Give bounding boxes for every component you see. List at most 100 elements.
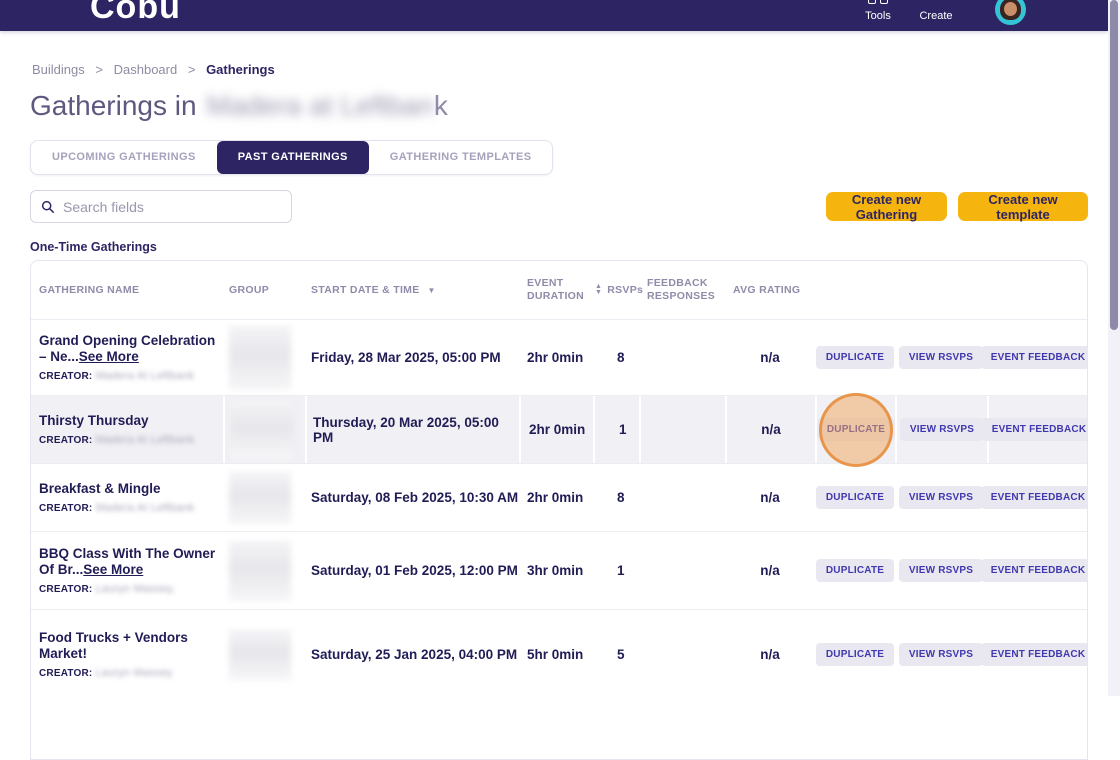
- creator-name-blurred: Lauryn Massey: [95, 667, 173, 679]
- start-date-cell: Saturday, 01 Feb 2025, 12:00 PM: [311, 563, 518, 578]
- table-row: Grand Opening Celebration – Ne...See Mor…: [31, 319, 1087, 395]
- action-cell: VIEW RSVPS: [895, 610, 987, 699]
- avg-rating-cell: n/a: [725, 396, 815, 463]
- creator-line: CREATOR: Lauryn Massey,: [39, 583, 176, 595]
- col-header-feedback-responses: FEEDBACK RESPONSES: [647, 277, 716, 302]
- gathering-name-cell: Breakfast & Mingle CREATOR: Madera At Lef…: [31, 464, 223, 531]
- action-cell: VIEW RSVPS: [895, 464, 987, 531]
- gathering-name: Breakfast & Mingle: [39, 481, 161, 496]
- avg-rating-cell: n/a: [760, 563, 780, 578]
- rsvps-cell: 1: [593, 396, 639, 463]
- view-rsvps-button[interactable]: VIEW RSVPS: [898, 559, 984, 582]
- group-cell: [223, 396, 305, 463]
- rsvps-cell: 1: [617, 563, 625, 578]
- action-cell: VIEW RSVPS: [895, 320, 987, 395]
- group-cell: [223, 610, 305, 699]
- sort-descending-icon[interactable]: ▼: [427, 285, 436, 295]
- tab-gathering-templates[interactable]: GATHERING TEMPLATES: [389, 151, 532, 163]
- col-header-avg-rating: AVG RATING: [733, 283, 801, 296]
- avg-rating-cell: n/a: [760, 490, 780, 505]
- search-field[interactable]: [30, 190, 292, 223]
- duplicate-button[interactable]: DUPLICATE: [815, 346, 895, 369]
- table-header-row: GATHERING NAME GROUP START DATE & TIME ▼ …: [31, 261, 1087, 319]
- start-date-cell: Saturday, 08 Feb 2025, 10:30 AM: [311, 490, 519, 505]
- feedback-responses-cell: [639, 532, 725, 609]
- breadcrumb-dashboard[interactable]: Dashboard: [113, 62, 178, 77]
- table-body: Grand Opening Celebration – Ne...See Mor…: [31, 319, 1087, 699]
- nav-create-label: Create: [919, 10, 953, 22]
- event-duration-cell: 2hr 0min: [527, 490, 584, 505]
- gathering-name-cell: Thirsty Thursday CREATOR: Madera At Leftb…: [31, 396, 223, 463]
- event-feedback-button[interactable]: EVENT FEEDBACK: [980, 559, 1087, 582]
- col-header-start-date[interactable]: START DATE & TIME ▼: [311, 283, 436, 296]
- view-rsvps-button[interactable]: VIEW RSVPS: [898, 643, 984, 666]
- creator-name-blurred: Madera At Leftbank: [95, 434, 195, 446]
- breadcrumb-buildings[interactable]: Buildings: [32, 62, 85, 77]
- col-header-rsvps[interactable]: ▲ ▼ RSVPs: [595, 283, 644, 296]
- tab-upcoming-gatherings[interactable]: UPCOMING GATHERINGS: [52, 151, 196, 163]
- event-feedback-button[interactable]: EVENT FEEDBACK: [980, 486, 1087, 509]
- nav-tools[interactable]: Tools: [848, 0, 908, 22]
- breadcrumb-gatherings: Gatherings: [206, 62, 275, 77]
- action-cell: DUPLICATE: [815, 320, 895, 395]
- search-icon: [41, 200, 54, 213]
- creator-name-blurred: Lauryn Massey,: [95, 583, 176, 595]
- user-avatar[interactable]: [995, 0, 1026, 25]
- create-new-template-button[interactable]: Create new template: [958, 192, 1088, 222]
- search-input[interactable]: [63, 198, 281, 215]
- action-cell: DUPLICATE: [815, 464, 895, 531]
- view-rsvps-button[interactable]: VIEW RSVPS: [898, 486, 984, 509]
- col-header-group: GROUP: [229, 283, 270, 296]
- gatherings-table: GATHERING NAME GROUP START DATE & TIME ▼ …: [30, 260, 1088, 760]
- view-rsvps-button[interactable]: VIEW RSVPS: [899, 418, 985, 441]
- rsvps-cell: 8: [617, 350, 625, 365]
- gathering-name-cell: BBQ Class With The Owner Of Br...See Mor…: [31, 532, 223, 609]
- action-cell: EVENT FEEDBACK: [980, 320, 1087, 395]
- gatherings-tabs: UPCOMING GATHERINGS PAST GATHERINGS GATH…: [30, 140, 554, 175]
- creator-name-blurred: Madera At Leftbank: [95, 370, 195, 382]
- creator-line: CREATOR: Lauryn Massey: [39, 667, 173, 679]
- gathering-name: Thirsty Thursday: [39, 413, 149, 428]
- tools-grid-icon: [868, 0, 888, 4]
- action-cell: DUPLICATE: [815, 532, 895, 609]
- see-more-link[interactable]: See More: [83, 562, 144, 577]
- breadcrumb-separator: >: [187, 62, 196, 77]
- page-title: Gatherings in Madera at Leftbank: [30, 90, 448, 122]
- event-feedback-button[interactable]: EVENT FEEDBACK: [980, 346, 1087, 369]
- group-cell: [223, 532, 305, 609]
- feedback-responses-cell: [639, 396, 725, 463]
- sort-both-icon[interactable]: ▲ ▼: [595, 283, 603, 296]
- creator-line: CREATOR: Madera At Leftbank: [39, 434, 195, 446]
- see-more-link[interactable]: See More: [78, 349, 139, 364]
- group-cell: [223, 320, 305, 395]
- cobu-logo[interactable]: Cobu: [90, 0, 181, 26]
- rsvps-cell: 5: [617, 647, 625, 662]
- create-new-gathering-button[interactable]: Create new Gathering: [826, 192, 947, 222]
- tab-past-gatherings[interactable]: PAST GATHERINGS: [216, 141, 369, 174]
- action-cell: DUPLICATE: [815, 392, 896, 467]
- scrollbar-thumb[interactable]: [1110, 0, 1118, 330]
- breadcrumb: Buildings > Dashboard > Gatherings: [32, 62, 275, 77]
- nav-create[interactable]: Create: [906, 0, 966, 22]
- view-rsvps-button[interactable]: VIEW RSVPS: [898, 346, 984, 369]
- event-feedback-button[interactable]: EVENT FEEDBACK: [980, 643, 1087, 666]
- action-cell: EVENT FEEDBACK: [980, 532, 1087, 609]
- duplicate-button[interactable]: DUPLICATE: [815, 486, 895, 509]
- col-header-event-duration: EVENT DURATION: [527, 277, 585, 302]
- duplicate-button[interactable]: DUPLICATE: [815, 559, 895, 582]
- feedback-responses-cell: [639, 464, 725, 531]
- gathering-name-cell: Grand Opening Celebration – Ne...See Mor…: [31, 320, 223, 395]
- action-cell: VIEW RSVPS: [895, 396, 987, 463]
- nav-tools-label: Tools: [865, 10, 891, 22]
- building-name-blurred: Madera at Leftban: [206, 90, 434, 121]
- table-row: Food Trucks + Vendors Market! CREATOR: La…: [31, 609, 1087, 699]
- col-header-gathering-name: GATHERING NAME: [39, 283, 140, 296]
- scrollbar-track[interactable]: [1108, 0, 1120, 696]
- creator-name-blurred: Madera At Leftbank: [95, 502, 195, 514]
- event-duration-cell: 3hr 0min: [527, 563, 584, 578]
- group-cell: [223, 464, 305, 531]
- duplicate-button[interactable]: DUPLICATE: [815, 643, 895, 666]
- creator-line: CREATOR: Madera At Leftbank: [39, 502, 195, 514]
- duplicate-button[interactable]: DUPLICATE: [816, 418, 896, 441]
- event-feedback-button[interactable]: EVENT FEEDBACK: [981, 418, 1087, 441]
